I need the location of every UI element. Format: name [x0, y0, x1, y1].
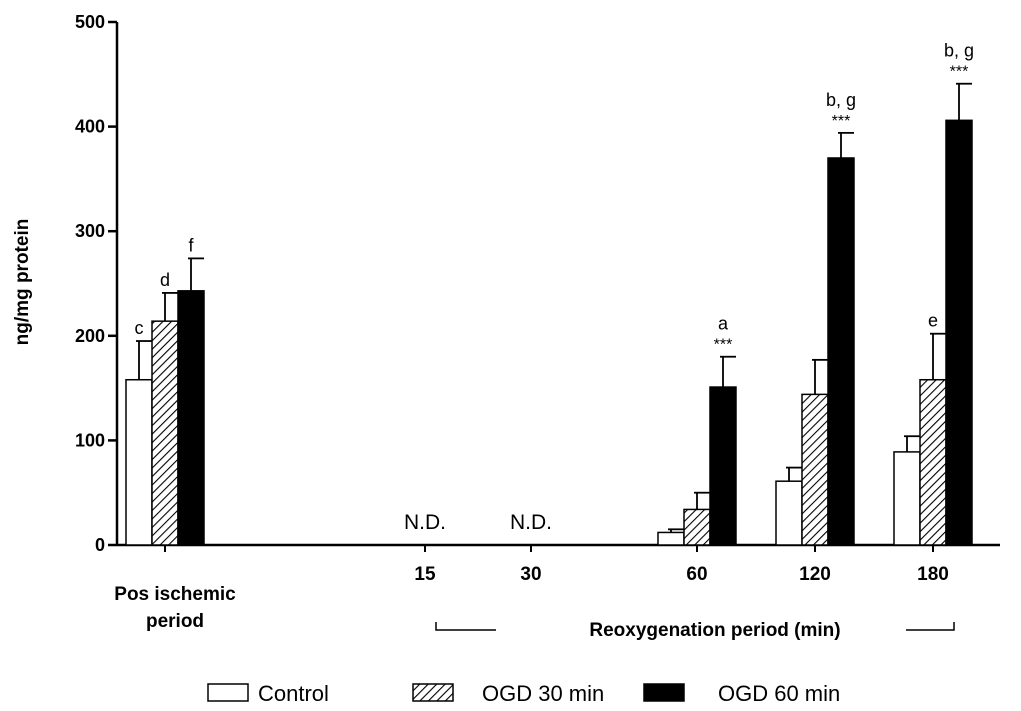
legend: Control OGD 30 min OGD 60 min	[207, 681, 840, 706]
legend-swatch	[412, 683, 454, 702]
bar	[177, 290, 205, 546]
bar	[709, 386, 737, 546]
x-tick-label-line: period	[146, 611, 204, 632]
bar	[775, 480, 803, 546]
annotation-letter: b, g	[826, 90, 856, 110]
annotation-letter: e	[928, 311, 938, 331]
labels-layer: Pos ischemic period 15 N.D. 30 N.D. 60 120 180 c d…	[114, 41, 974, 641]
annotation-letter: a	[718, 314, 729, 334]
significance-stars: ***	[832, 113, 851, 130]
bracket-right	[906, 622, 955, 631]
not-detected-label: N.D.	[404, 511, 446, 534]
legend-swatch	[643, 683, 685, 702]
annotation-letter: d	[160, 270, 170, 290]
bar	[151, 320, 179, 546]
bar	[945, 119, 973, 546]
y-tick-label: 300	[75, 221, 105, 241]
bracket-label: Reoxygenation period (min)	[589, 620, 840, 641]
legend-label: Control	[258, 681, 329, 706]
x-tick-label: 180	[917, 564, 949, 585]
y-tick-label: 400	[75, 117, 105, 137]
bar	[657, 531, 685, 546]
x-tick-label: 30	[520, 564, 541, 585]
bar	[893, 451, 921, 546]
x-tick-label: 15	[414, 564, 436, 585]
significance-stars: ***	[950, 64, 969, 81]
bracket-left	[435, 622, 496, 631]
axes: 0 100 200 300 400 500 ng/mg protein	[12, 12, 1000, 555]
x-tick-label: 60	[686, 564, 707, 585]
y-tick-label: 500	[75, 12, 105, 32]
legend-label: OGD 60 min	[718, 681, 840, 706]
bar	[683, 508, 711, 546]
not-detected-label: N.D.	[510, 511, 552, 534]
bar	[827, 157, 855, 546]
y-tick-label: 100	[75, 430, 105, 450]
y-tick-label: 200	[75, 326, 105, 346]
x-tick-label: 120	[799, 564, 831, 585]
bar	[125, 378, 153, 546]
bar	[919, 378, 947, 546]
bar	[801, 393, 829, 546]
annotation-letter: b, g	[944, 41, 974, 61]
y-tick-label: 0	[95, 535, 105, 555]
significance-stars: ***	[714, 337, 733, 354]
legend-swatch	[207, 683, 249, 702]
y-axis-title: ng/mg protein	[12, 219, 33, 346]
annotation-letter: f	[188, 235, 194, 255]
x-tick-label-line: Pos ischemic	[114, 584, 236, 605]
annotation-letter: c	[135, 318, 144, 338]
bars-layer	[125, 82, 973, 546]
legend-label: OGD 30 min	[482, 681, 604, 706]
